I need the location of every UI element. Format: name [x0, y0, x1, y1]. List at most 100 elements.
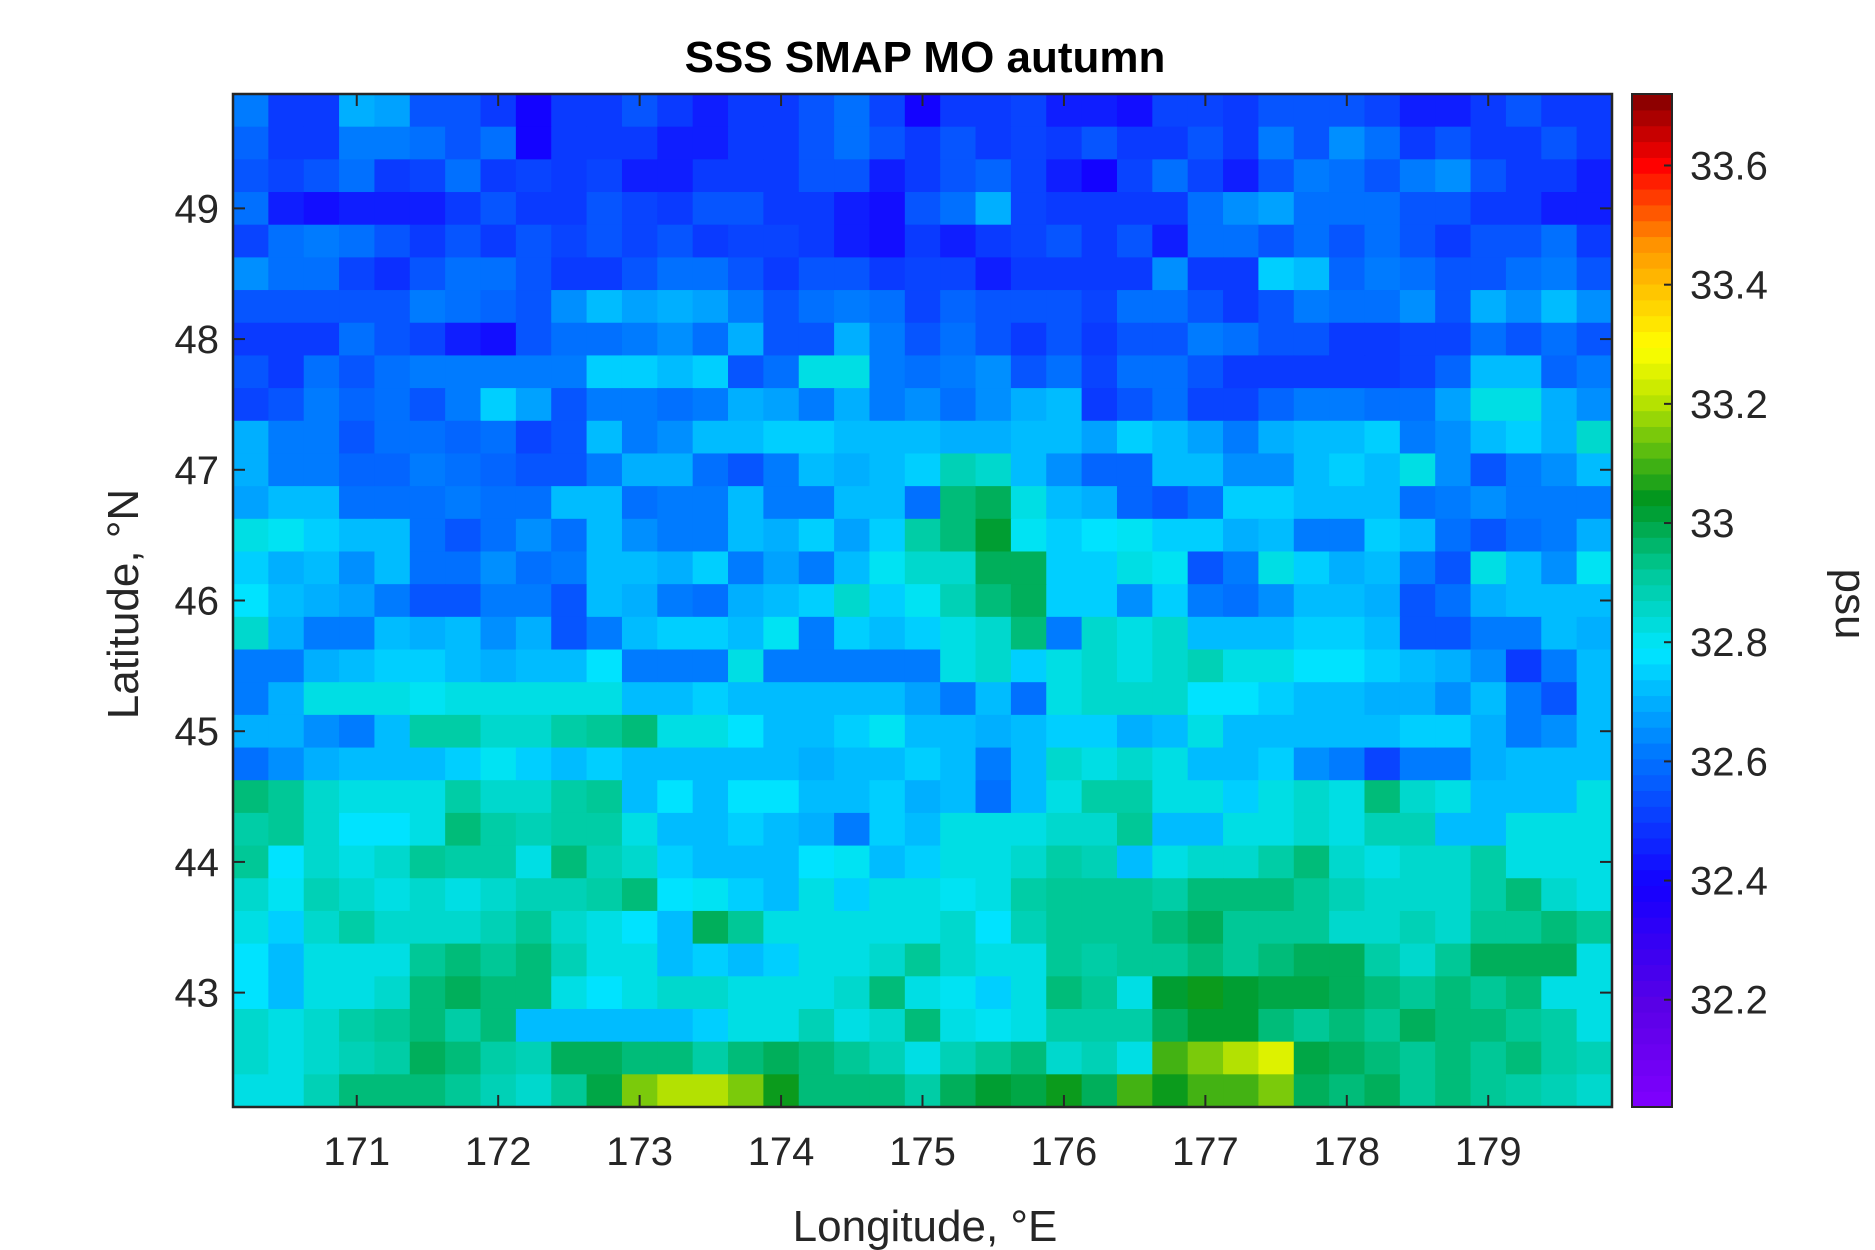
heatmap-cell	[1187, 976, 1224, 1010]
heatmap-cell	[975, 486, 1012, 520]
heatmap-cell	[1116, 94, 1153, 128]
heatmap-cell	[904, 518, 941, 553]
heatmap-cell	[728, 910, 764, 945]
heatmap-cell	[621, 714, 658, 749]
heatmap-cell	[692, 290, 729, 324]
heatmap-cell	[1364, 192, 1401, 226]
heatmap-cell	[409, 1008, 446, 1043]
heatmap-cell	[303, 878, 340, 912]
heatmap-cell	[233, 94, 269, 128]
heatmap-cell	[586, 1074, 623, 1108]
heatmap-cell	[268, 714, 305, 749]
heatmap-cell	[1576, 1008, 1613, 1043]
heatmap-cell	[1505, 649, 1542, 683]
heatmap-cell	[869, 714, 906, 749]
heatmap-cell	[621, 355, 658, 389]
heatmap-cell	[1470, 976, 1507, 1010]
heatmap-cell	[409, 420, 446, 455]
heatmap-cell	[586, 878, 623, 912]
heatmap-cell	[374, 486, 411, 520]
heatmap-cell	[268, 649, 305, 683]
heatmap-cell	[233, 878, 269, 912]
heatmap-cell	[1010, 747, 1047, 781]
heatmap-cell	[728, 878, 764, 912]
heatmap-cell	[1470, 910, 1507, 945]
heatmap-cell	[798, 388, 835, 422]
heatmap-cell	[728, 126, 764, 160]
colorbar-segment	[1632, 584, 1672, 602]
heatmap-cell	[1223, 584, 1260, 618]
heatmap-cell	[975, 126, 1012, 160]
heatmap-cell	[763, 1008, 800, 1043]
heatmap-cell	[1046, 682, 1083, 716]
heatmap-cell	[1223, 845, 1260, 879]
heatmap-cell	[1470, 224, 1507, 258]
heatmap-cell	[1435, 976, 1472, 1010]
heatmap-cell	[1046, 126, 1083, 160]
heatmap-cell	[763, 290, 800, 324]
heatmap-cell	[268, 943, 305, 977]
heatmap-cell	[551, 551, 588, 585]
heatmap-cell	[303, 649, 340, 683]
heatmap-cell	[1223, 126, 1260, 160]
heatmap-cell	[1435, 518, 1472, 553]
heatmap-cell	[1505, 486, 1542, 520]
heatmap-cell	[1470, 845, 1507, 879]
heatmap-cell	[1152, 355, 1189, 389]
heatmap-cell	[621, 192, 658, 226]
heatmap-cell	[515, 1074, 552, 1108]
heatmap-cell	[409, 192, 446, 226]
heatmap-cell	[975, 453, 1012, 487]
heatmap-cell	[1364, 420, 1401, 455]
heatmap-cell	[904, 747, 941, 781]
y-tick-label: 49	[175, 187, 220, 231]
heatmap-cell	[480, 714, 517, 749]
heatmap-cell	[374, 388, 411, 422]
heatmap-cell	[1081, 518, 1118, 553]
heatmap-cell	[339, 714, 376, 749]
heatmap-cell	[834, 518, 871, 553]
heatmap-cell	[692, 518, 729, 553]
heatmap-cell	[1470, 747, 1507, 781]
heatmap-cell	[268, 126, 305, 160]
heatmap-cell	[409, 845, 446, 879]
heatmap-cell	[1364, 486, 1401, 520]
heatmap-cell	[409, 682, 446, 716]
heatmap-cell	[1116, 780, 1153, 814]
colorbar-label: psu	[1826, 569, 1875, 640]
heatmap-cell	[1399, 747, 1436, 781]
heatmap-cell	[551, 192, 588, 226]
heatmap-cell	[374, 551, 411, 585]
heatmap-cell	[692, 878, 729, 912]
heatmap-cell	[1329, 126, 1366, 160]
heatmap-cell	[480, 1041, 517, 1075]
heatmap-cell	[1329, 616, 1366, 651]
heatmap-cell	[374, 453, 411, 487]
heatmap-cell	[728, 453, 764, 487]
colorbar-segment	[1632, 458, 1672, 475]
colorbar-segment	[1632, 568, 1672, 586]
heatmap-cell	[657, 747, 694, 781]
heatmap-cell	[1223, 943, 1260, 977]
heatmap-cell	[1576, 910, 1613, 945]
heatmap-cell	[869, 845, 906, 879]
heatmap-cell	[233, 780, 269, 814]
heatmap-cell	[551, 224, 588, 258]
heatmap-cell	[445, 943, 482, 977]
heatmap-cell	[268, 1041, 305, 1075]
heatmap-cell	[975, 1041, 1012, 1075]
heatmap-cell	[1505, 94, 1542, 128]
heatmap-cell	[1187, 878, 1224, 912]
heatmap-cell	[975, 878, 1012, 912]
heatmap-cell	[798, 453, 835, 487]
heatmap-cell	[374, 94, 411, 128]
heatmap-cell	[409, 322, 446, 357]
heatmap-cell	[339, 616, 376, 651]
heatmap-cell	[374, 780, 411, 814]
heatmap-cell	[1364, 649, 1401, 683]
heatmap-cell	[1046, 290, 1083, 324]
heatmap-cell	[975, 714, 1012, 749]
heatmap-cell	[1576, 518, 1613, 553]
heatmap-cell	[268, 584, 305, 618]
heatmap-cell	[303, 616, 340, 651]
